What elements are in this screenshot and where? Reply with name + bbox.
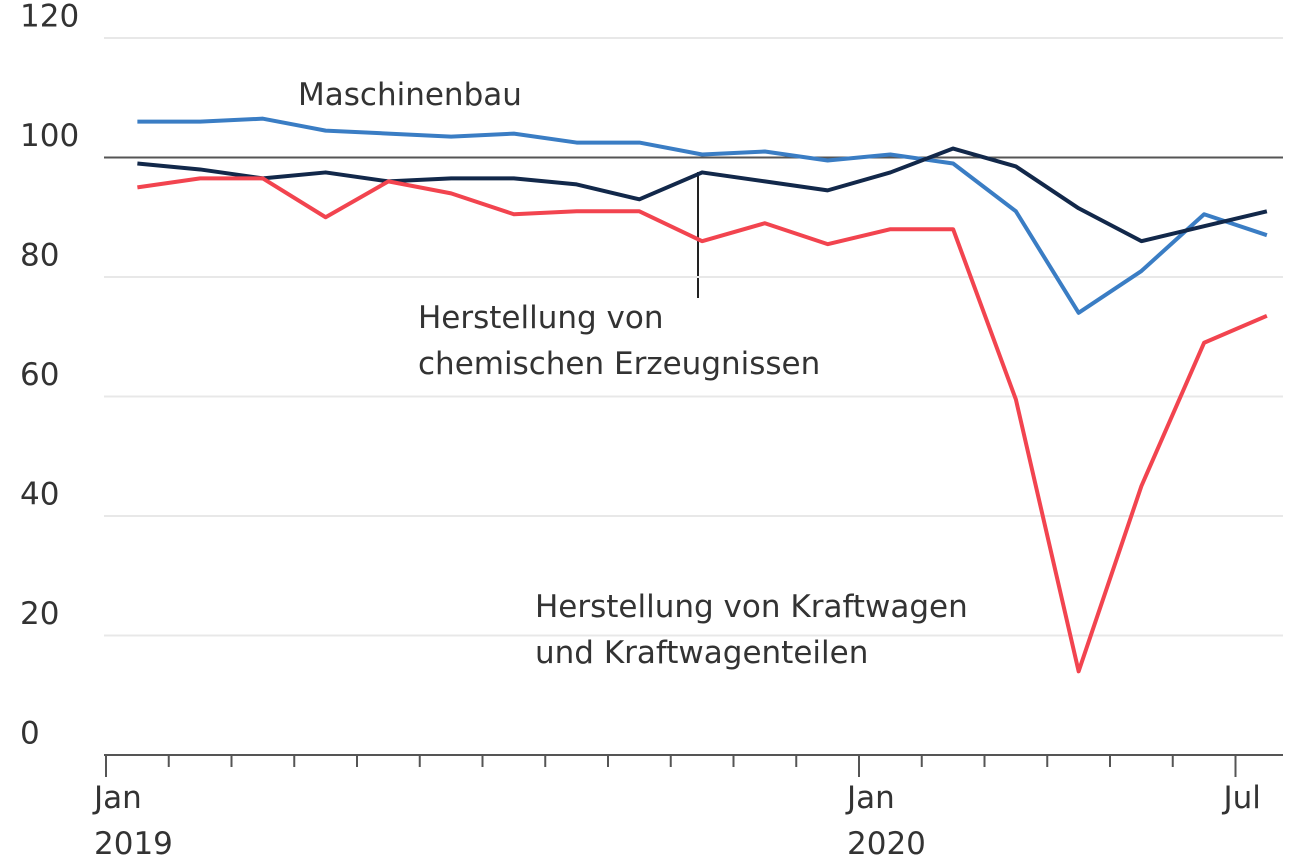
y-tick-label: 120 (20, 0, 79, 35)
x-tick-label: Jul (1223, 780, 1261, 816)
y-tick-label: 40 (20, 477, 59, 513)
series-line (137, 116, 1268, 315)
x-tick-label: Jan 2020 (847, 780, 926, 862)
y-tick-label: 0 (20, 716, 40, 752)
y-tick-label: 60 (20, 357, 59, 393)
series-label: Herstellung von chemischen Erzeugnissen (418, 300, 821, 382)
y-tick-label: 20 (20, 596, 59, 632)
series-line (137, 146, 1268, 244)
series-label: Maschinenbau (298, 77, 522, 113)
series-line (137, 176, 1268, 674)
series-label: Herstellung von Kraftwagen und Kraftwage… (535, 589, 968, 671)
y-tick-label: 80 (20, 238, 59, 274)
x-tick-label: Jan 2019 (94, 780, 173, 862)
y-tick-label: 100 (20, 118, 79, 154)
